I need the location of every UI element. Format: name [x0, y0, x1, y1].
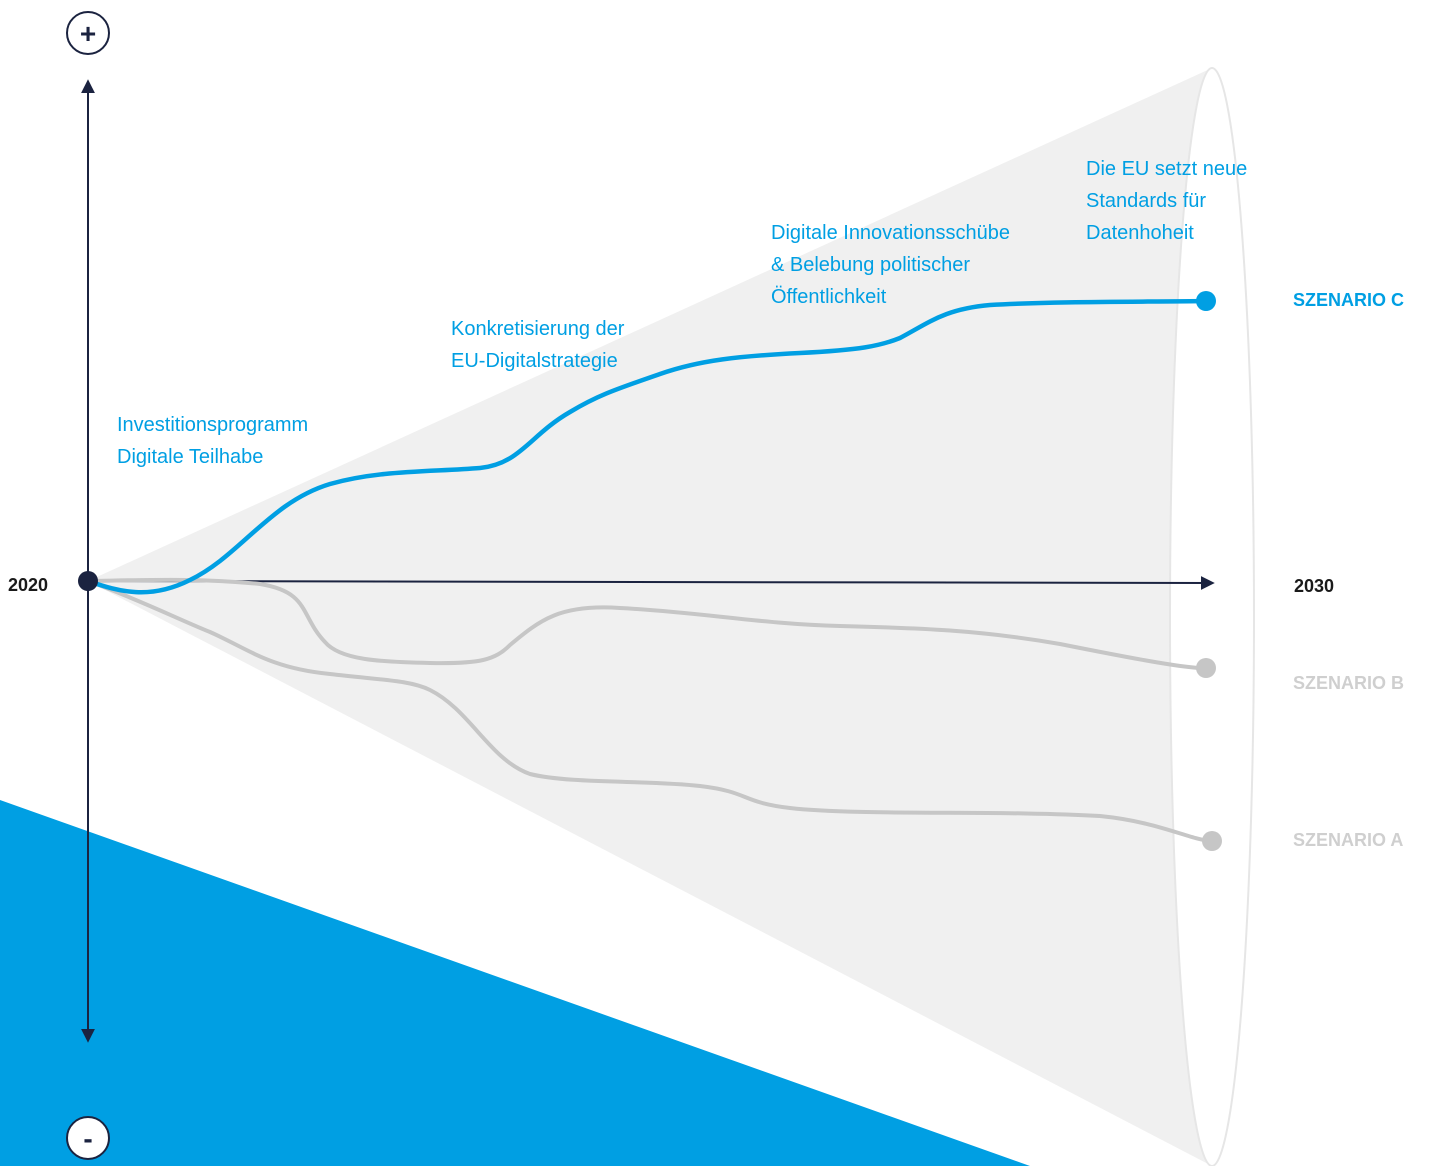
scenario-a-endpoint — [1202, 831, 1222, 851]
scenario-c-path — [87, 298, 1207, 595]
milestone-4-line-2: Standards für — [1086, 190, 1207, 212]
milestone-4-line-3: Datenhoheit — [1086, 222, 1194, 244]
milestone-3-line-1: Digitale Innovationsschübe — [771, 222, 1011, 244]
scenario-c-label: SZENARIO C — [1293, 290, 1405, 310]
scenario-b-label: SZENARIO B — [1293, 673, 1405, 693]
scenario-cone — [88, 68, 1212, 1166]
milestone-1-label: Investitionsprogramm Digitale Teilhabe — [117, 409, 308, 473]
milestone-3-label: Digitale Innovationsschübe & Belebung po… — [771, 217, 1010, 313]
milestone-3-line-2: & Belebung politischer — [771, 254, 971, 276]
origin-point — [78, 571, 98, 591]
plus-symbol: + — [80, 18, 96, 49]
plus-circle-icon — [66, 11, 110, 55]
milestone-1-line-2: Digitale Teilhabe — [117, 446, 264, 468]
time-axis — [87, 575, 1215, 590]
milestone-4-line-1: Die EU setzt neue — [1086, 158, 1248, 180]
start-year-label: 2020 — [8, 575, 49, 595]
scenario-b-path — [87, 577, 1207, 671]
end-year-label: 2030 — [1294, 576, 1335, 596]
scenario-b-endpoint — [1196, 658, 1216, 678]
scenario-a-label: SZENARIO A — [1293, 830, 1404, 850]
scenario-c-endpoint — [1196, 291, 1216, 311]
scenario-a-path — [87, 579, 1213, 843]
minus-symbol: - — [83, 1123, 92, 1154]
milestone-2-line-2: EU-Digitalstrategie — [451, 350, 618, 372]
milestone-2-label: Konkretisierung der EU-Digitalstrategie — [451, 313, 624, 377]
blue-triangle-decoration — [0, 800, 1030, 1166]
milestone-1-line-1: Investitionsprogramm — [117, 414, 309, 436]
milestone-2-line-1: Konkretisierung der — [451, 318, 625, 340]
milestone-4-label: Die EU setzt neue Standards für Datenhoh… — [1086, 153, 1247, 249]
minus-circle-icon — [66, 1116, 110, 1160]
cone-end-ellipse — [1169, 67, 1255, 1166]
milestone-3-line-3: Öffentlichkeit — [771, 286, 887, 308]
